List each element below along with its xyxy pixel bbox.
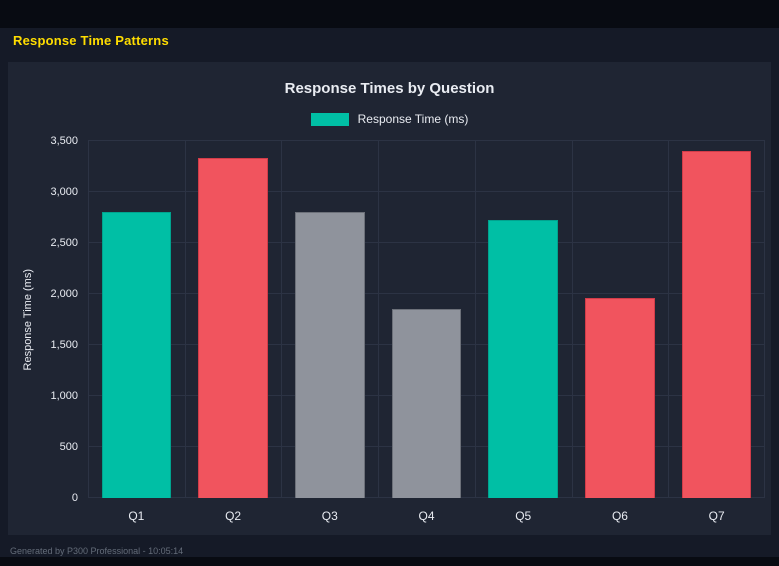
x-label-Q6: Q6 — [611, 509, 628, 523]
y-tick-label: 500 — [59, 441, 78, 453]
gridline-v — [281, 141, 283, 498]
gridline-v — [764, 141, 765, 498]
gridline-v — [184, 141, 186, 498]
x-label-Q4: Q4 — [418, 509, 435, 523]
chart-title: Response Times by Question — [284, 80, 495, 97]
x-label-Q7: Q7 — [708, 509, 725, 523]
page-title: Response Time Patterns — [13, 33, 169, 48]
x-label-Q2: Q2 — [225, 509, 242, 523]
plot-area — [88, 140, 765, 498]
chart-legend[interactable]: Response Time (ms) — [8, 112, 771, 126]
gridline-h — [88, 293, 765, 294]
x-label-Q1: Q1 — [128, 509, 145, 523]
y-tick-label: 2,000 — [50, 288, 78, 300]
bottom-window-strip — [0, 557, 779, 566]
gridline-v — [668, 141, 670, 498]
bar-Q3[interactable] — [294, 212, 365, 498]
legend-label: Response Time (ms) — [357, 112, 469, 126]
chart-panel: Response Times by Question Response Time… — [8, 62, 771, 535]
gridline-v — [571, 141, 573, 498]
y-tick-label: 0 — [71, 492, 78, 504]
bar-Q6[interactable] — [585, 298, 655, 498]
x-label-Q3: Q3 — [321, 509, 338, 523]
y-tick-label: 1,500 — [50, 339, 78, 351]
gridline-h — [88, 140, 765, 141]
gridline-h — [88, 191, 765, 192]
y-tick-label: 3,000 — [50, 186, 78, 198]
bar-Q7[interactable] — [681, 151, 752, 498]
y-tick-label: 2,500 — [50, 237, 78, 249]
y-axis-ticks: 0 500 1,000 1,500 2,000 2,500 3,000 3,500 — [8, 135, 78, 504]
footer-text: Generated by P300 Professional - 10:05:1… — [10, 546, 184, 556]
x-label-Q5: Q5 — [515, 509, 532, 523]
gridline-v — [474, 141, 476, 498]
bar-Q5[interactable] — [488, 219, 559, 498]
bar-Q4[interactable] — [391, 309, 462, 498]
gridline-h — [88, 242, 765, 243]
gridline-v — [378, 141, 380, 498]
legend-swatch — [310, 112, 349, 126]
top-window-strip — [0, 0, 779, 28]
gridline-v — [88, 141, 89, 498]
y-tick-label: 3,500 — [50, 135, 78, 147]
bar-Q2[interactable] — [198, 158, 268, 498]
y-tick-label: 1,000 — [50, 390, 78, 402]
bar-Q1[interactable] — [101, 212, 172, 498]
x-axis-labels: Q1 Q2 Q3 Q4 Q5 Q6 Q7 — [88, 509, 765, 523]
